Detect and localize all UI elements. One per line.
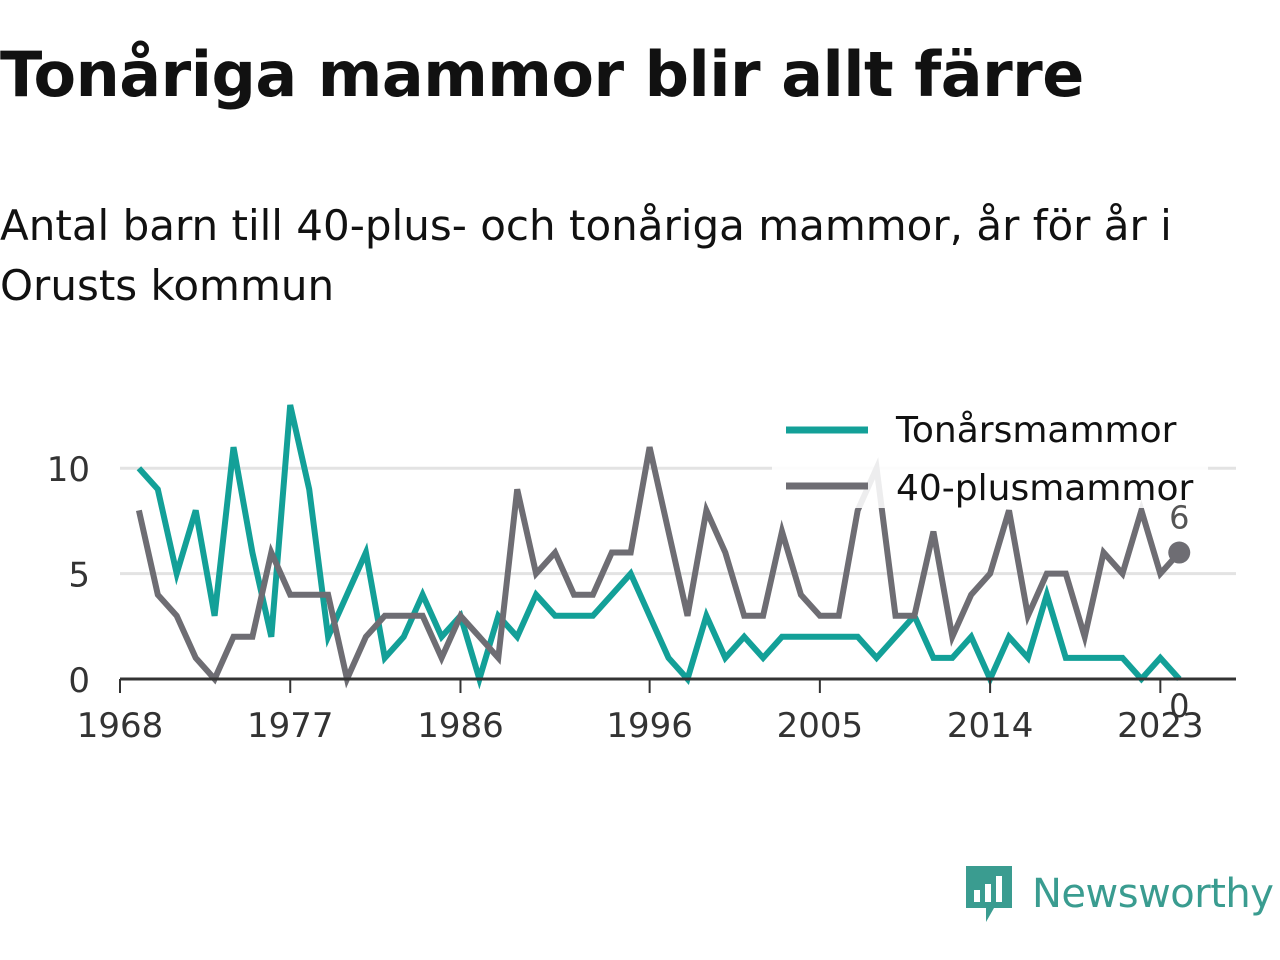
- x-tick-label: 1996: [606, 706, 693, 746]
- x-tick-label: 1986: [417, 706, 504, 746]
- end-point-marker: [1168, 541, 1191, 564]
- chart-title: Tonåriga mammor blir allt färre: [0, 38, 1084, 111]
- end-value-label-0: 0: [1169, 687, 1189, 725]
- x-tick-label: 2023: [1117, 706, 1204, 746]
- series-line-1: [135, 446, 1182, 689]
- y-axis-ticks: 0 5 10: [47, 450, 90, 701]
- x-tick-label: 1977: [247, 706, 334, 746]
- chart-subtitle: Antal barn till 40-plus- och tonåriga ma…: [0, 201, 1172, 310]
- end-labels: 06: [1169, 499, 1189, 725]
- newsworthy-logo-icon: [966, 866, 1012, 922]
- brand-logo: Newsworthy: [964, 864, 1274, 924]
- end-value-label-1: 6: [1169, 499, 1189, 537]
- legend: Tonårsmammor 40-plusmammor: [772, 404, 1208, 509]
- y-tick-label: 0: [68, 661, 90, 701]
- x-tick-label: 1968: [77, 706, 164, 746]
- series-line-0: [136, 404, 1182, 690]
- y-tick-label: 10: [47, 450, 90, 490]
- y-tick-label: 5: [68, 556, 90, 596]
- series-lines: [135, 404, 1191, 690]
- x-tick-label: 2014: [947, 706, 1034, 746]
- legend-label-tonarsmammor: Tonårsmammor: [895, 410, 1177, 451]
- x-axis: 1968 1977 1986 1996 2005 2014 2023: [77, 677, 1236, 746]
- legend-label-40-plusmammor: 40-plusmammor: [896, 468, 1194, 509]
- x-tick-label: 2005: [777, 706, 864, 746]
- brand-name: Newsworthy: [1032, 871, 1274, 917]
- legend-background: [772, 404, 1208, 508]
